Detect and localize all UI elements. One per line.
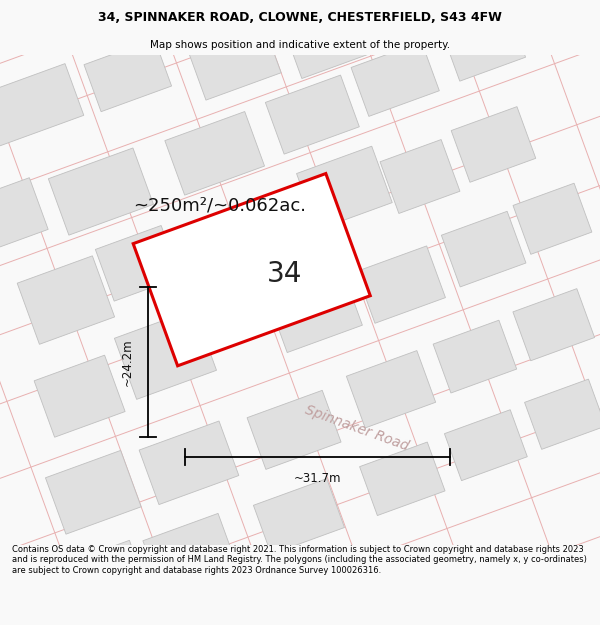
Polygon shape: [351, 42, 439, 116]
Polygon shape: [95, 226, 180, 301]
Polygon shape: [46, 451, 141, 534]
Polygon shape: [513, 289, 595, 361]
Text: ~250m²/~0.062ac.: ~250m²/~0.062ac.: [133, 196, 307, 214]
Text: 34: 34: [268, 259, 303, 288]
Polygon shape: [346, 351, 436, 428]
Polygon shape: [133, 174, 370, 366]
Polygon shape: [185, 16, 281, 100]
Polygon shape: [59, 541, 148, 618]
Polygon shape: [442, 8, 526, 81]
Text: ~24.2m: ~24.2m: [121, 338, 134, 386]
Polygon shape: [283, 1, 373, 79]
Polygon shape: [247, 391, 341, 469]
Polygon shape: [84, 39, 172, 112]
Polygon shape: [34, 355, 125, 437]
Polygon shape: [17, 256, 115, 344]
Polygon shape: [380, 139, 460, 214]
Polygon shape: [253, 479, 344, 554]
Polygon shape: [165, 111, 265, 195]
Polygon shape: [442, 211, 526, 287]
Polygon shape: [0, 177, 48, 255]
Polygon shape: [266, 269, 362, 352]
Polygon shape: [359, 442, 445, 516]
Polygon shape: [513, 183, 592, 254]
Polygon shape: [524, 379, 600, 449]
Text: Spinnaker Road: Spinnaker Road: [304, 403, 411, 453]
Polygon shape: [49, 148, 154, 235]
Polygon shape: [115, 309, 217, 399]
Polygon shape: [0, 64, 84, 146]
Polygon shape: [143, 513, 237, 592]
Polygon shape: [356, 246, 445, 323]
Polygon shape: [445, 410, 527, 481]
Polygon shape: [296, 146, 392, 230]
Text: 34, SPINNAKER ROAD, CLOWNE, CHESTERFIELD, S43 4FW: 34, SPINNAKER ROAD, CLOWNE, CHESTERFIELD…: [98, 11, 502, 24]
Polygon shape: [374, 0, 452, 32]
Text: Map shows position and indicative extent of the property.: Map shows position and indicative extent…: [150, 39, 450, 49]
Polygon shape: [433, 320, 517, 393]
Polygon shape: [451, 107, 536, 182]
Text: ~31.7m: ~31.7m: [294, 472, 341, 485]
Polygon shape: [139, 421, 239, 504]
Text: Contains OS data © Crown copyright and database right 2021. This information is : Contains OS data © Crown copyright and d…: [12, 545, 587, 575]
Polygon shape: [265, 75, 359, 154]
